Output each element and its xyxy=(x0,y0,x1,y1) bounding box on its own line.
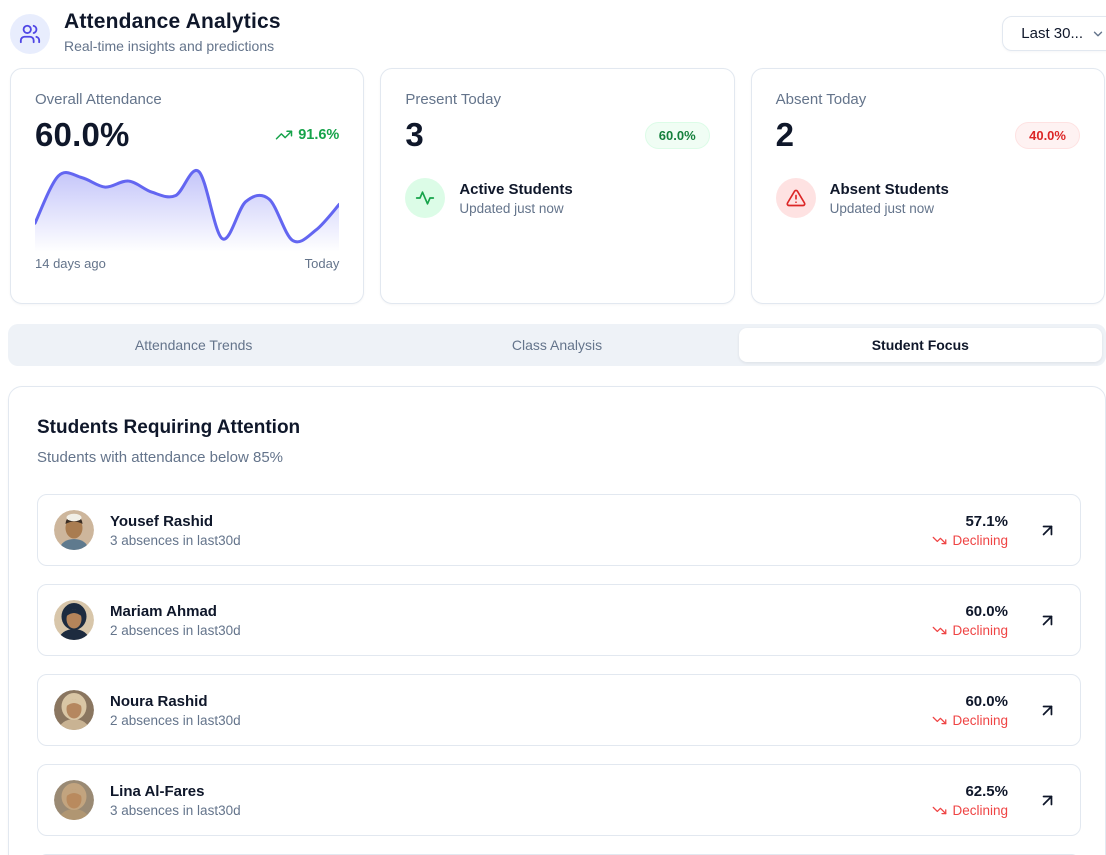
arrow-up-right-icon[interactable] xyxy=(1036,699,1058,721)
student-trend-label: Declining xyxy=(952,532,1008,548)
student-trend: Declining xyxy=(932,533,1008,548)
student-name: Yousef Rashid xyxy=(110,512,214,530)
tab-class-analysis[interactable]: Class Analysis xyxy=(511,337,603,353)
student-absences: 3 absences in last30d xyxy=(110,802,241,818)
trending-down-icon xyxy=(932,713,947,728)
overall-attendance-label: Overall Attendance xyxy=(35,91,162,108)
present-today-label: Present Today xyxy=(405,91,501,108)
trending-down-icon xyxy=(932,803,947,818)
arrow-up-right-icon[interactable] xyxy=(1036,789,1058,811)
absent-today-card: Absent Today 2 40.0% Absent Students Upd… xyxy=(750,68,1105,304)
overall-trend-value: 91.6% xyxy=(298,127,340,143)
trending-up-icon xyxy=(275,126,293,144)
page-title: Attendance Analytics xyxy=(64,10,281,33)
student-stats: 62.5% Declining xyxy=(932,783,1008,818)
student-row[interactable]: Yousef Rashid 3 absences in last30d 57.1… xyxy=(37,494,1081,566)
overall-attendance-value: 60.0% xyxy=(35,116,130,153)
student-attendance-percent: 57.1% xyxy=(965,512,1008,530)
student-row[interactable]: Noura Rashid 2 absences in last30d 60.0%… xyxy=(37,674,1081,746)
page-header: Attendance Analytics Real-time insights … xyxy=(10,10,1106,54)
header-titles: Attendance Analytics Real-time insights … xyxy=(64,10,281,54)
trending-down-icon xyxy=(932,533,947,548)
absent-info-subtitle: Updated just now xyxy=(829,200,934,216)
student-attendance-percent: 62.5% xyxy=(965,782,1008,800)
student-stats: 57.1% Declining xyxy=(932,513,1008,548)
student-absences: 2 absences in last30d xyxy=(110,622,241,638)
arrow-up-right-icon[interactable] xyxy=(1036,519,1058,541)
student-stats: 60.0% Declining xyxy=(932,693,1008,728)
present-today-value: 3 xyxy=(405,116,424,153)
student-absences: 3 absences in last30d xyxy=(110,532,241,548)
analytics-tabs: Attendance Trends Class Analysis Student… xyxy=(8,324,1106,366)
tab-attendance-trends[interactable]: Attendance Trends xyxy=(134,337,253,353)
section-subtitle: Students with attendance below 85% xyxy=(37,449,283,466)
student-stats: 60.0% Declining xyxy=(932,603,1008,638)
alert-triangle-icon xyxy=(775,178,816,218)
student-absences: 2 absences in last30d xyxy=(110,712,241,728)
page-subtitle: Real-time insights and predictions xyxy=(64,38,275,54)
student-trend: Declining xyxy=(932,713,1008,728)
overall-attendance-card: Overall Attendance 60.0% 91.6% xyxy=(10,68,365,304)
student-avatar xyxy=(54,600,94,640)
students-requiring-attention-panel: Students Requiring Attention Students wi… xyxy=(8,386,1106,855)
trending-down-icon xyxy=(932,623,947,638)
student-row[interactable]: Mariam Ahmad 2 absences in last30d 60.0%… xyxy=(37,584,1081,656)
activity-icon xyxy=(405,178,446,218)
student-avatar xyxy=(54,510,94,550)
present-percentage-badge: 60.0% xyxy=(644,121,710,149)
attendance-sparkline-chart xyxy=(35,160,340,252)
student-attendance-percent: 60.0% xyxy=(965,692,1008,710)
student-trend-label: Declining xyxy=(952,712,1008,728)
student-avatar xyxy=(54,690,94,730)
chevron-down-icon xyxy=(1091,27,1105,41)
users-icon xyxy=(10,14,50,54)
student-trend: Declining xyxy=(932,803,1008,818)
present-info-subtitle: Updated just now xyxy=(459,200,564,216)
student-name: Lina Al-Fares xyxy=(110,782,205,800)
stat-cards-row: Overall Attendance 60.0% 91.6% xyxy=(10,68,1106,304)
section-title: Students Requiring Attention xyxy=(37,417,301,438)
arrow-up-right-icon[interactable] xyxy=(1036,609,1058,631)
student-name: Mariam Ahmad xyxy=(110,602,217,620)
absent-info-title: Absent Students xyxy=(829,180,949,198)
student-attendance-percent: 60.0% xyxy=(965,602,1008,620)
date-range-label: Last 30... xyxy=(1021,25,1083,42)
sparkline-left-label: 14 days ago xyxy=(35,256,106,271)
student-trend-label: Declining xyxy=(952,622,1008,638)
present-info-title: Active Students xyxy=(459,180,573,198)
sparkline-right-label: Today xyxy=(304,256,340,271)
absent-today-value: 2 xyxy=(775,116,795,153)
date-range-select[interactable]: Last 30... xyxy=(1002,16,1106,51)
present-today-card: Present Today 3 60.0% Active Students Up… xyxy=(380,68,735,304)
overall-trend: 91.6% xyxy=(275,126,339,144)
student-list: Yousef Rashid 3 absences in last30d 57.1… xyxy=(37,494,1081,855)
absent-percentage-badge: 40.0% xyxy=(1015,121,1080,149)
student-row[interactable]: Lina Al-Fares 3 absences in last30d 62.5… xyxy=(37,764,1081,836)
absent-today-label: Absent Today xyxy=(775,91,867,108)
student-avatar xyxy=(54,780,94,820)
student-name: Noura Rashid xyxy=(110,692,208,710)
student-trend-label: Declining xyxy=(952,802,1008,818)
student-trend: Declining xyxy=(932,623,1008,638)
tab-student-focus[interactable]: Student Focus xyxy=(738,328,1102,362)
